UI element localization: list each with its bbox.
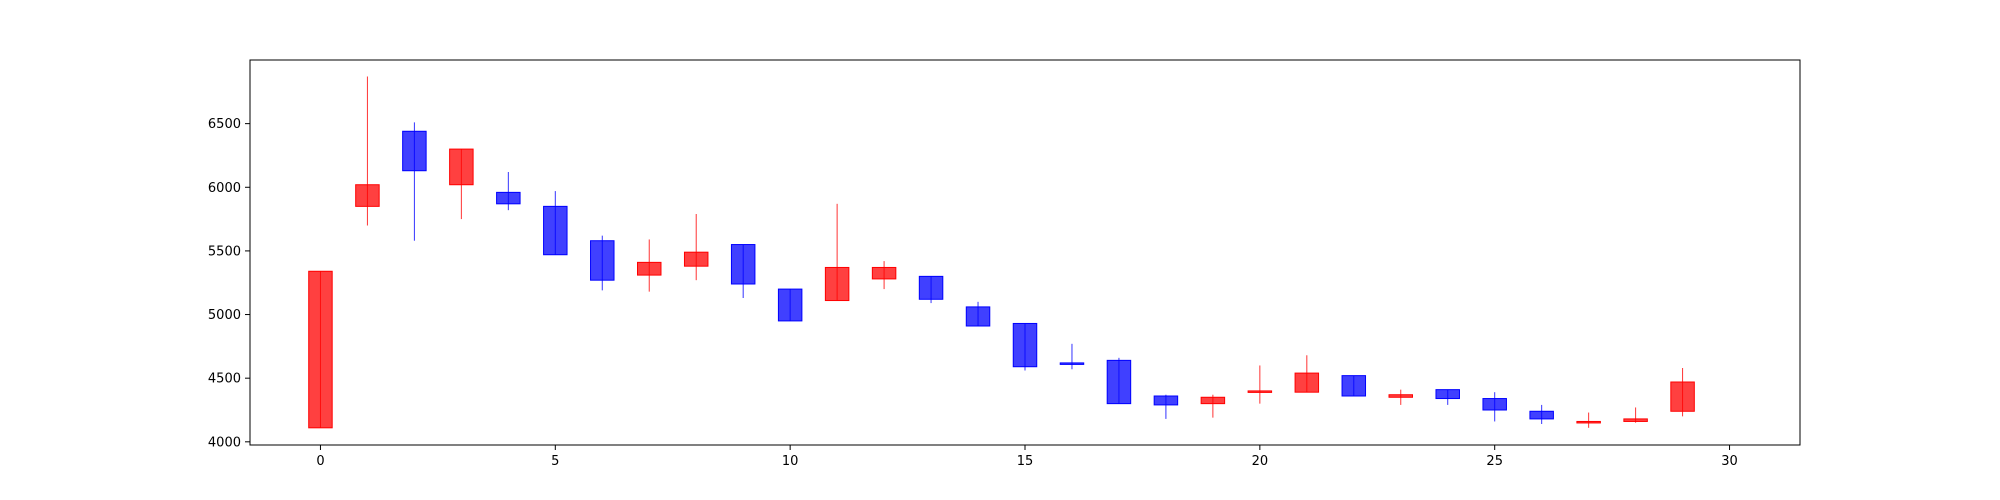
candle-body bbox=[965, 306, 991, 327]
candle bbox=[1106, 357, 1132, 405]
plot-area bbox=[249, 59, 1801, 446]
candle-body bbox=[449, 148, 474, 186]
candles-group bbox=[308, 76, 1695, 429]
candle-body bbox=[730, 244, 756, 285]
candle bbox=[777, 288, 803, 322]
candle-body bbox=[1012, 322, 1038, 368]
candle bbox=[965, 301, 991, 327]
candle bbox=[1012, 322, 1038, 371]
y-axis: 4000 4500 5000 5500 6000 6500 bbox=[208, 117, 250, 450]
y-tick-label: 4500 bbox=[208, 372, 241, 387]
x-tick-label: 0 bbox=[316, 454, 324, 469]
candle-body bbox=[918, 275, 944, 300]
candle bbox=[1576, 412, 1601, 428]
candle-body bbox=[1294, 372, 1320, 393]
candle-body bbox=[543, 205, 568, 256]
candle bbox=[1529, 404, 1554, 424]
x-tick-label: 20 bbox=[1252, 454, 1269, 469]
candle bbox=[637, 239, 662, 292]
y-tick-label: 5000 bbox=[208, 308, 241, 323]
candle bbox=[1247, 365, 1273, 404]
candle bbox=[1435, 389, 1460, 405]
candle bbox=[871, 261, 897, 290]
candle bbox=[1294, 355, 1320, 393]
candle-body bbox=[1529, 410, 1554, 420]
candle bbox=[824, 203, 850, 302]
candle-body bbox=[1341, 375, 1367, 397]
y-tick-label: 5500 bbox=[208, 244, 241, 259]
candle-body bbox=[496, 191, 521, 205]
x-tick-label: 15 bbox=[1017, 454, 1034, 469]
x-tick-label: 5 bbox=[551, 454, 559, 469]
candle bbox=[1153, 394, 1179, 419]
candle bbox=[355, 76, 380, 226]
candle-body bbox=[637, 261, 662, 276]
candle-body bbox=[590, 240, 615, 281]
y-tick-label: 6000 bbox=[208, 181, 241, 196]
candle-body bbox=[1059, 362, 1085, 365]
candle bbox=[308, 270, 333, 429]
candle bbox=[1200, 394, 1226, 418]
candle bbox=[1482, 392, 1507, 422]
x-tick-label: 25 bbox=[1486, 454, 1503, 469]
candle bbox=[1388, 389, 1413, 405]
plot-background bbox=[250, 60, 1800, 445]
candle-body bbox=[1623, 418, 1648, 422]
candle-body bbox=[355, 184, 380, 207]
candle-body bbox=[824, 266, 850, 302]
candle bbox=[1670, 368, 1695, 417]
candle-body bbox=[1106, 359, 1132, 405]
candle bbox=[496, 172, 521, 211]
y-tick-label: 6500 bbox=[208, 117, 241, 132]
candle-body bbox=[1576, 420, 1601, 424]
candle bbox=[918, 275, 944, 304]
candle-body bbox=[683, 251, 709, 267]
candle bbox=[543, 191, 568, 256]
candle-body bbox=[1435, 389, 1460, 400]
candle bbox=[449, 148, 474, 220]
candle-body bbox=[1247, 390, 1273, 393]
candle bbox=[683, 214, 709, 281]
candle-body bbox=[1482, 398, 1507, 411]
candle-body bbox=[777, 288, 803, 322]
x-tick-label: 30 bbox=[1721, 454, 1738, 469]
x-tick-label: 10 bbox=[782, 454, 799, 469]
candle bbox=[1623, 407, 1648, 423]
y-tick-label: 4000 bbox=[208, 435, 241, 450]
x-axis: 0 5 10 15 20 25 30 bbox=[316, 445, 1738, 469]
candle-body bbox=[1200, 396, 1226, 405]
candle bbox=[1341, 375, 1367, 397]
candle bbox=[1059, 343, 1085, 370]
candle bbox=[730, 244, 756, 298]
candle-body bbox=[1153, 395, 1179, 406]
candle-body bbox=[871, 266, 897, 280]
candle bbox=[402, 122, 427, 241]
candle-body bbox=[1670, 381, 1695, 412]
candle-body bbox=[402, 130, 427, 172]
candle bbox=[590, 235, 615, 291]
candle-body bbox=[308, 270, 333, 429]
candle-body bbox=[1388, 394, 1413, 398]
